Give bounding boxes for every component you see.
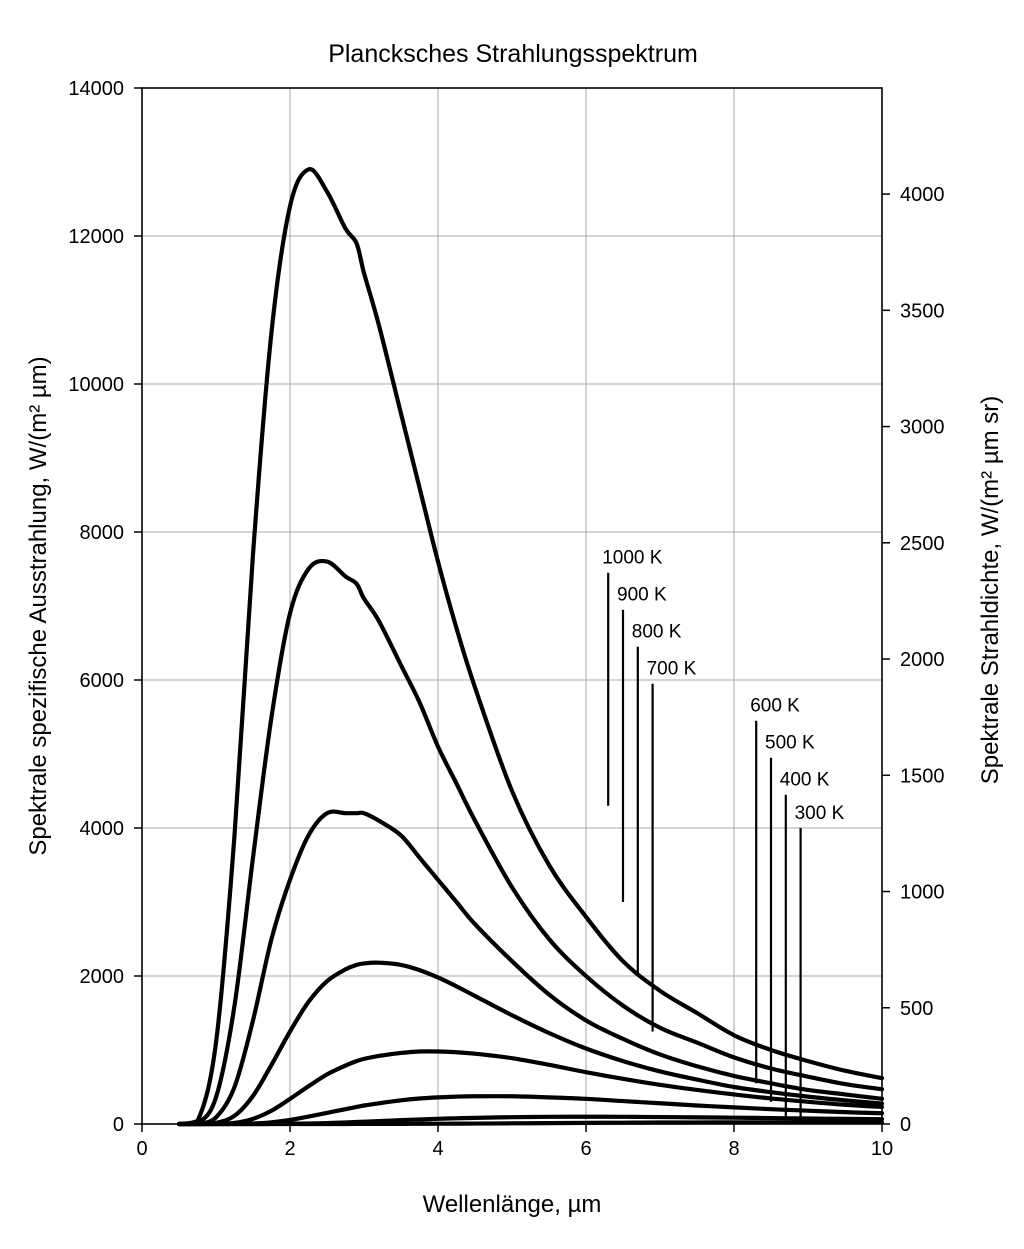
curve-label: 800 K: [632, 622, 682, 643]
curve-label: 500 K: [765, 733, 815, 754]
x-tick-labels: 0 2 4 6 8 10: [136, 1124, 893, 1160]
y2-tick-label: 1000: [900, 882, 945, 904]
curve-label: 600 K: [750, 696, 800, 717]
plot-frame: [141, 87, 883, 1125]
y2-tick-label: 3000: [900, 417, 945, 439]
curve-label: 700 K: [647, 659, 697, 680]
y-tick-label: 14000: [68, 78, 124, 100]
y-tick-label: 8000: [80, 522, 125, 544]
y2-tick-label: 2500: [900, 533, 945, 555]
x-tick-label: 4: [432, 1138, 443, 1160]
y2-tick-label: 1500: [900, 765, 945, 787]
series-line-800k: [176, 809, 885, 1127]
y2-tick-label: 4000: [900, 184, 945, 206]
x-axis-label: Wellenlänge, µm: [423, 1191, 602, 1218]
x-tick-label: 0: [136, 1138, 147, 1160]
series-group: [176, 167, 885, 1127]
y-tick-label: 10000: [68, 374, 124, 396]
chart-title: Plancksches Strahlungsspektrum: [328, 40, 698, 68]
x-tick-label: 2: [284, 1138, 295, 1160]
y2-axis-label: Spektrale Strahldichte, W/(m² µm sr): [977, 396, 1004, 785]
y2-tick-label: 3500: [900, 300, 945, 322]
curve-label: 1000 K: [602, 548, 663, 569]
series-line-600k: [176, 1049, 885, 1127]
y-tick-label: 6000: [80, 670, 125, 692]
series-line-900k: [176, 558, 885, 1127]
series-line-700k: [176, 960, 885, 1127]
x-tick-label: 6: [580, 1138, 591, 1160]
y-tick-label: 0: [113, 1114, 124, 1136]
y-tick-label: 2000: [80, 966, 125, 988]
y2-tick-label: 500: [900, 998, 933, 1020]
y-tick-label: 12000: [68, 226, 124, 248]
y2-tick-label: 2000: [900, 649, 945, 671]
curve-annotations: 1000 K 900 K 800 K 700 K 600 K 500 K 400 K 300 …: [602, 548, 845, 1123]
curve-label: 400 K: [780, 770, 830, 791]
y2-tick-label: 0: [900, 1114, 911, 1136]
y-axis-label: Spektrale spezifische Ausstrahlung, W/(m…: [25, 356, 52, 855]
x-tick-label: 10: [871, 1138, 893, 1160]
series-line-1000k: [176, 167, 885, 1127]
y-tick-label: 4000: [80, 818, 125, 840]
y-tick-labels: 0 2000 4000 6000 8000 10000 12000 14000: [68, 78, 142, 1136]
curve-label: 900 K: [617, 585, 667, 606]
y2-tick-labels: 0 500 1000 1500 2000 2500 3000 3500 4000: [882, 184, 945, 1136]
x-tick-label: 8: [728, 1138, 739, 1160]
curve-label: 300 K: [795, 803, 845, 824]
